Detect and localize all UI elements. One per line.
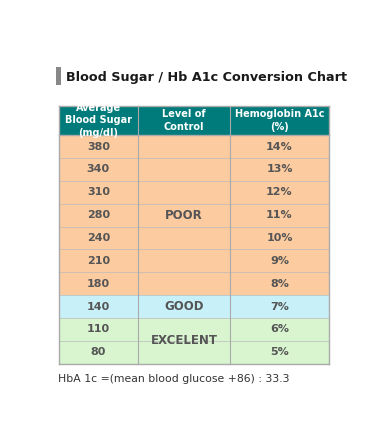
FancyBboxPatch shape <box>230 341 329 364</box>
FancyBboxPatch shape <box>58 227 138 250</box>
Text: 8%: 8% <box>270 279 289 289</box>
FancyBboxPatch shape <box>58 341 138 364</box>
Text: HbA 1c =(mean blood glucose +86) : 33.3: HbA 1c =(mean blood glucose +86) : 33.3 <box>58 374 290 384</box>
FancyBboxPatch shape <box>58 250 138 272</box>
Text: EXCELENT: EXCELENT <box>151 334 217 347</box>
FancyBboxPatch shape <box>58 181 138 204</box>
Text: 5%: 5% <box>270 347 289 357</box>
Text: Average
Blood Sugar
(mg/dl): Average Blood Sugar (mg/dl) <box>65 103 132 138</box>
Text: 80: 80 <box>91 347 106 357</box>
FancyBboxPatch shape <box>230 295 329 318</box>
Text: 13%: 13% <box>266 164 293 175</box>
FancyBboxPatch shape <box>58 135 138 158</box>
FancyBboxPatch shape <box>230 250 329 272</box>
FancyBboxPatch shape <box>58 204 138 227</box>
Text: 10%: 10% <box>266 233 293 243</box>
FancyBboxPatch shape <box>230 204 329 227</box>
FancyBboxPatch shape <box>138 227 230 250</box>
Text: 340: 340 <box>87 164 110 175</box>
FancyBboxPatch shape <box>138 135 230 158</box>
FancyBboxPatch shape <box>58 105 138 135</box>
Text: 310: 310 <box>87 187 110 197</box>
FancyBboxPatch shape <box>58 158 138 181</box>
FancyBboxPatch shape <box>230 158 329 181</box>
Text: 14%: 14% <box>266 142 293 152</box>
Text: Blood Sugar / Hb A1c Conversion Chart: Blood Sugar / Hb A1c Conversion Chart <box>66 71 347 84</box>
FancyBboxPatch shape <box>56 67 61 85</box>
Text: GOOD: GOOD <box>164 300 204 313</box>
Text: 180: 180 <box>87 279 110 289</box>
FancyBboxPatch shape <box>230 318 329 341</box>
FancyBboxPatch shape <box>138 272 230 295</box>
FancyBboxPatch shape <box>230 272 329 295</box>
Text: POOR: POOR <box>165 209 203 222</box>
FancyBboxPatch shape <box>230 227 329 250</box>
Text: Hemoglobin A1c
(%): Hemoglobin A1c (%) <box>235 109 324 131</box>
FancyBboxPatch shape <box>138 250 230 272</box>
Text: 280: 280 <box>87 210 110 220</box>
Text: 140: 140 <box>87 302 110 311</box>
Text: 6%: 6% <box>270 325 289 334</box>
FancyBboxPatch shape <box>138 341 230 364</box>
Text: 7%: 7% <box>270 302 289 311</box>
FancyBboxPatch shape <box>138 295 230 318</box>
FancyBboxPatch shape <box>58 295 138 318</box>
FancyBboxPatch shape <box>138 318 230 341</box>
FancyBboxPatch shape <box>230 135 329 158</box>
Text: Level of
Control: Level of Control <box>162 109 206 131</box>
Text: 9%: 9% <box>270 256 289 266</box>
Text: 11%: 11% <box>266 210 293 220</box>
FancyBboxPatch shape <box>138 181 230 204</box>
Text: 110: 110 <box>87 325 110 334</box>
Text: 240: 240 <box>87 233 110 243</box>
FancyBboxPatch shape <box>58 318 138 341</box>
Text: 210: 210 <box>87 256 110 266</box>
FancyBboxPatch shape <box>138 204 230 227</box>
FancyBboxPatch shape <box>230 105 329 135</box>
Text: 380: 380 <box>87 142 110 152</box>
FancyBboxPatch shape <box>230 181 329 204</box>
FancyBboxPatch shape <box>138 158 230 181</box>
FancyBboxPatch shape <box>58 272 138 295</box>
Text: 12%: 12% <box>266 187 293 197</box>
FancyBboxPatch shape <box>138 105 230 135</box>
